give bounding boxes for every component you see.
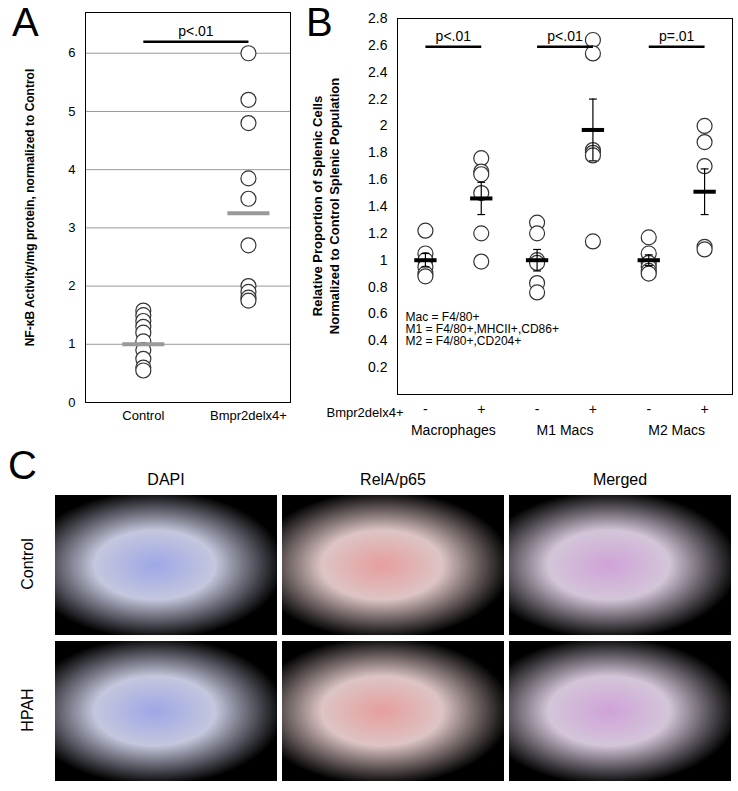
svg-text:4: 4 <box>68 162 75 177</box>
svg-text:p<.01: p<.01 <box>547 28 583 44</box>
svg-text:2: 2 <box>68 278 75 293</box>
svg-text:3: 3 <box>68 220 75 235</box>
svg-text:0.6: 0.6 <box>368 305 388 321</box>
html-text:B: B <box>306 0 333 44</box>
svg-text:2.8: 2.8 <box>368 10 388 26</box>
svg-text:-: - <box>646 401 651 417</box>
svg-text:-: - <box>535 401 540 417</box>
svg-text:1.6: 1.6 <box>368 171 388 187</box>
svg-text:0.2: 0.2 <box>368 359 388 375</box>
svg-text:5: 5 <box>68 104 75 119</box>
html-text:RelA/p65: RelA/p65 <box>360 471 426 488</box>
html-text:HPAH: HPAH <box>19 688 36 732</box>
svg-text:Control: Control <box>122 408 164 423</box>
svg-text:0.8: 0.8 <box>368 279 388 295</box>
svg-text:0: 0 <box>68 395 75 410</box>
svg-text:Bmpr2delx4+: Bmpr2delx4+ <box>210 408 287 423</box>
svg-text:NF-κB Activity/mg protein, nor: NF-κB Activity/mg protein, normalized to… <box>23 69 37 347</box>
svg-text:Bmpr2delx4+: Bmpr2delx4+ <box>327 405 404 420</box>
svg-text:-: - <box>423 401 428 417</box>
svg-text:1.8: 1.8 <box>368 144 388 160</box>
html-text:Control: Control <box>19 538 36 590</box>
svg-text:1: 1 <box>68 336 75 351</box>
svg-text:1.2: 1.2 <box>368 225 388 241</box>
svg-text:2: 2 <box>380 117 388 133</box>
svg-text:p<.01: p<.01 <box>178 23 214 39</box>
svg-text:1.4: 1.4 <box>368 198 388 214</box>
svg-text:2.6: 2.6 <box>368 37 388 53</box>
html-text:C: C <box>8 443 37 487</box>
svg-text:Macrophages: Macrophages <box>411 422 496 438</box>
svg-text:Relative Proportion of Splenic: Relative Proportion of Splenic CellsNorm… <box>310 78 342 334</box>
html-text:DAPI: DAPI <box>147 471 185 488</box>
svg-text:2.4: 2.4 <box>368 64 388 80</box>
svg-text:p<.01: p<.01 <box>436 28 472 44</box>
svg-text:M1 Macs: M1 Macs <box>537 422 594 438</box>
svg-text:+: + <box>477 401 485 417</box>
html-text:A: A <box>12 0 39 44</box>
svg-text:+: + <box>700 401 708 417</box>
svg-text:0.4: 0.4 <box>368 332 388 348</box>
svg-text:+: + <box>589 401 597 417</box>
svg-text:p=.01: p=.01 <box>659 28 695 44</box>
svg-text:6: 6 <box>68 45 75 60</box>
svg-text:Mac = F4/80+M1 = F4/80+,MHCII+: Mac = F4/80+M1 = F4/80+,MHCII+,CD86+M2 =… <box>406 310 559 348</box>
html-text:Merged: Merged <box>592 471 648 488</box>
svg-text:1: 1 <box>380 252 388 268</box>
svg-text:M2 Macs: M2 Macs <box>648 422 705 438</box>
svg-text:2.2: 2.2 <box>368 91 388 107</box>
